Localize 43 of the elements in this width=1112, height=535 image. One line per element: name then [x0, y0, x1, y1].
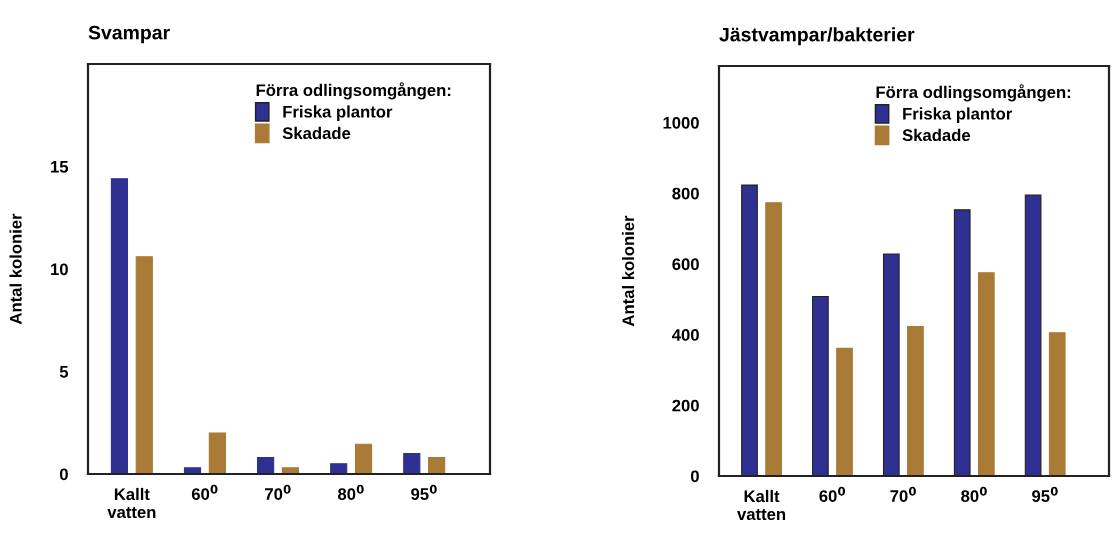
y-tick-label: 5 — [59, 366, 69, 378]
bar — [208, 432, 226, 474]
y-tick-label: 400 — [672, 329, 699, 341]
y-tick-label: 600 — [672, 258, 699, 271]
bar — [765, 202, 782, 476]
bar — [907, 325, 924, 476]
bar — [257, 457, 275, 474]
bar — [330, 463, 348, 474]
legend-title: Förra odlingsomgången: — [876, 84, 1071, 102]
chart-title: Jästvampar/bakterier — [719, 27, 915, 46]
legend-label: Skadade — [902, 128, 971, 142]
x-tick-label: 80$^{0}$ — [337, 484, 364, 500]
legend-label: Skadade — [282, 126, 351, 140]
x-tick-label: 95$^{0}$ — [411, 484, 437, 500]
x-tick-label: Kallt vatten — [737, 489, 786, 521]
x-tick-label: 70$^{0}$ — [890, 486, 916, 502]
y-tick-label: 15 — [51, 161, 69, 173]
bar — [110, 178, 129, 474]
y-tick-label: 200 — [672, 399, 699, 412]
y-axis-title: Antal kolonier — [621, 215, 635, 327]
x-tick-label: 95$^{0}$ — [1032, 486, 1058, 502]
x-tick-label: 60$^{0}$ — [819, 486, 846, 502]
y-tick-label: 800 — [672, 187, 699, 200]
bar — [403, 452, 421, 474]
chart-title: Svampar — [88, 25, 170, 44]
y-tick-label: 1000 — [663, 116, 699, 129]
bar — [354, 443, 373, 474]
y-tick-label: 0 — [59, 468, 68, 481]
bar — [1048, 332, 1066, 476]
y-tick-label: 0 — [690, 470, 699, 483]
y-axis-title: Antal kolonier — [9, 213, 22, 325]
bar — [977, 272, 995, 476]
x-tick-label: 80$^{0}$ — [961, 486, 987, 502]
legend-title: Förra odlingsomgången: — [256, 82, 451, 100]
legend-label: Friska plantor — [903, 107, 1013, 123]
x-tick-label: Kallt vatten — [107, 487, 156, 519]
legend-label: Friska plantor — [283, 105, 393, 121]
bar — [428, 457, 446, 474]
x-tick-label: 70$^{0}$ — [265, 484, 291, 500]
y-tick-label: 10 — [51, 263, 68, 276]
bar — [135, 256, 153, 474]
bar — [836, 347, 853, 476]
x-tick-label: 60$^{0}$ — [191, 484, 218, 500]
